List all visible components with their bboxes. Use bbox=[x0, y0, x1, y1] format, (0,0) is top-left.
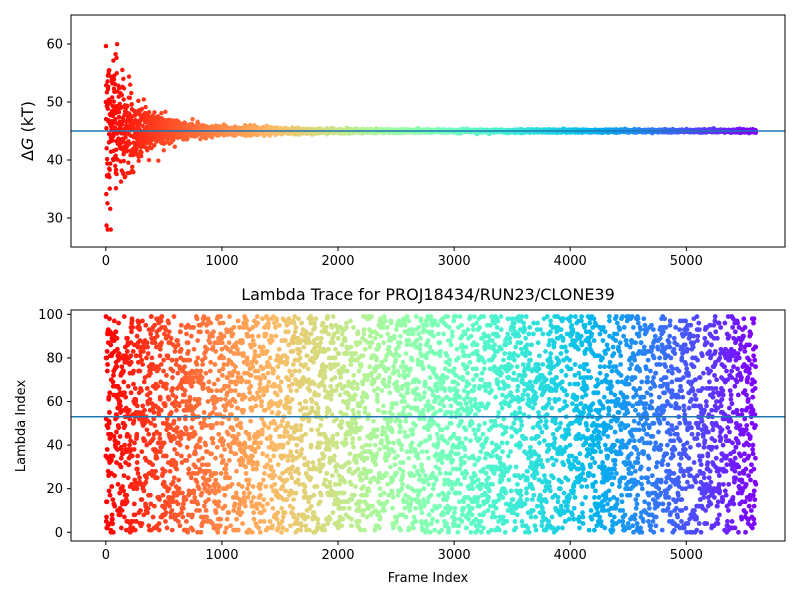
delta-g-point bbox=[126, 74, 132, 79]
delta-g-point bbox=[116, 110, 122, 115]
delta-g-point bbox=[128, 82, 133, 87]
delta-g-point bbox=[110, 95, 115, 100]
delta-g-point bbox=[114, 147, 119, 152]
delta-g-point bbox=[123, 135, 128, 140]
delta-g-point bbox=[117, 101, 122, 107]
delta-g-point bbox=[105, 106, 111, 111]
delta-g-point bbox=[116, 114, 122, 120]
delta-g-point bbox=[107, 186, 112, 191]
delta-g-point bbox=[114, 41, 120, 47]
delta-g-point bbox=[103, 43, 109, 49]
delta-g-point bbox=[114, 171, 119, 177]
delta-g-point bbox=[115, 157, 120, 162]
delta-g-point bbox=[143, 104, 148, 110]
delta-g-point bbox=[113, 163, 118, 169]
delta-g-point bbox=[111, 99, 117, 104]
delta-g-point bbox=[123, 174, 128, 179]
delta-g-point bbox=[115, 89, 120, 94]
delta-g-point bbox=[152, 110, 157, 115]
delta-g-point bbox=[111, 58, 116, 63]
delta-g-point bbox=[149, 145, 154, 151]
delta-g-point bbox=[129, 90, 134, 96]
delta-g-point bbox=[149, 137, 155, 143]
delta-g-point bbox=[107, 167, 112, 173]
delta-g-point bbox=[126, 160, 131, 165]
delta-g-point bbox=[108, 227, 113, 232]
delta-g-point bbox=[113, 167, 119, 173]
delta-g-point bbox=[146, 157, 152, 163]
delta-g-point bbox=[185, 136, 190, 142]
delta-g-point bbox=[121, 158, 127, 164]
delta-g-point bbox=[108, 161, 113, 166]
delta-g-point bbox=[120, 67, 125, 73]
delta-g-point bbox=[121, 97, 126, 102]
delta-g-point bbox=[152, 143, 157, 148]
delta-g-point bbox=[105, 84, 111, 89]
delta-g-point bbox=[139, 153, 144, 159]
delta-g-point bbox=[111, 86, 117, 91]
delta-g-point bbox=[106, 131, 112, 137]
delta-g-point bbox=[114, 55, 119, 61]
delta-g-point bbox=[131, 169, 136, 175]
delta-g-point bbox=[172, 144, 177, 149]
delta-g-point bbox=[106, 71, 111, 76]
delta-g-point bbox=[110, 138, 115, 143]
delta-g-point bbox=[140, 123, 145, 128]
delta-g-point bbox=[107, 174, 112, 180]
delta-g-point bbox=[161, 148, 166, 153]
delta-g-point bbox=[156, 158, 161, 163]
delta-g-point bbox=[110, 113, 116, 119]
delta-g-point bbox=[121, 86, 127, 91]
delta-g-point bbox=[114, 70, 119, 76]
delta-g-point bbox=[106, 118, 111, 123]
delta-g-point bbox=[121, 76, 126, 81]
delta-g-point bbox=[111, 77, 117, 82]
delta-g-point bbox=[108, 206, 113, 211]
delta-g-point bbox=[105, 201, 110, 206]
delta-g-point bbox=[159, 111, 164, 116]
delta-g-point bbox=[129, 101, 134, 107]
delta-g-point bbox=[125, 103, 130, 109]
delta-g-point bbox=[104, 146, 109, 151]
delta-g-point bbox=[127, 141, 132, 146]
delta-g-point bbox=[113, 153, 118, 158]
delta-g-point bbox=[141, 97, 146, 102]
delta-g-point bbox=[104, 156, 110, 162]
delta-g-point bbox=[104, 223, 109, 228]
delta-g-point bbox=[112, 81, 117, 87]
delta-g-point bbox=[136, 98, 141, 104]
delta-g-point bbox=[148, 141, 153, 146]
delta-g-point bbox=[103, 99, 109, 105]
delta-g-point bbox=[113, 186, 119, 191]
delta-g-point bbox=[139, 106, 145, 112]
delta-g-point bbox=[130, 164, 135, 170]
delta-g-point bbox=[119, 92, 125, 98]
delta-g-point bbox=[190, 116, 195, 122]
delta-g-point bbox=[203, 136, 209, 141]
delta-g-point bbox=[105, 79, 110, 84]
delta-g-point bbox=[127, 95, 133, 101]
delta-g-point bbox=[124, 149, 129, 154]
delta-g-point bbox=[113, 117, 118, 122]
delta-g-point bbox=[139, 150, 144, 155]
delta-g-point bbox=[146, 110, 152, 115]
delta-g-point bbox=[104, 126, 109, 131]
delta-g-point bbox=[104, 191, 109, 197]
delta-g-point bbox=[111, 132, 116, 138]
delta-g-point bbox=[113, 51, 118, 57]
delta-g-point bbox=[112, 125, 118, 130]
delta-g-point bbox=[107, 67, 112, 73]
delta-g-point bbox=[121, 170, 126, 176]
delta-g-point bbox=[108, 99, 113, 104]
delta-g-point bbox=[105, 227, 110, 232]
delta-g-point bbox=[163, 109, 168, 115]
delta-g-point bbox=[155, 114, 161, 119]
delta-g-point bbox=[136, 158, 141, 164]
delta-g-point bbox=[118, 179, 124, 184]
